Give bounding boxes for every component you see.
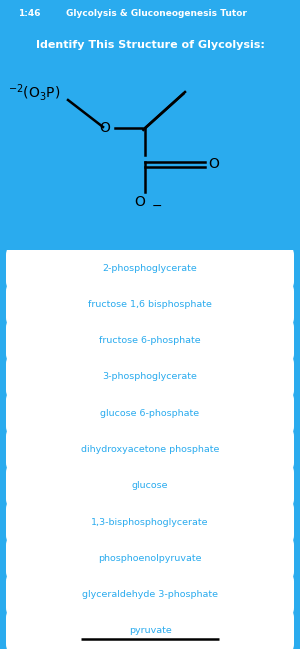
Text: O: O <box>100 121 110 135</box>
Text: glucose: glucose <box>132 482 168 490</box>
Text: fructose 6-phosphate: fructose 6-phosphate <box>99 336 201 345</box>
FancyBboxPatch shape <box>6 428 294 471</box>
Text: 1,3-bisphosphoglycerate: 1,3-bisphosphoglycerate <box>91 517 209 526</box>
Text: glucose 6-phosphate: glucose 6-phosphate <box>100 409 200 418</box>
FancyBboxPatch shape <box>6 283 294 326</box>
FancyBboxPatch shape <box>6 356 294 398</box>
FancyBboxPatch shape <box>6 465 294 507</box>
Text: 2-phosphoglycerate: 2-phosphoglycerate <box>103 263 197 273</box>
Text: 1:46: 1:46 <box>18 9 40 18</box>
FancyBboxPatch shape <box>6 573 294 616</box>
Text: pyruvate: pyruvate <box>129 626 171 635</box>
FancyBboxPatch shape <box>6 501 294 543</box>
Text: glyceraldehyde 3-phosphate: glyceraldehyde 3-phosphate <box>82 590 218 599</box>
Text: O: O <box>208 157 219 171</box>
Text: dihydroxyacetone phosphate: dihydroxyacetone phosphate <box>81 445 219 454</box>
Text: $^{-2}$(O$_3$P): $^{-2}$(O$_3$P) <box>8 82 61 103</box>
Text: Glycolysis & Gluconeogenesis Tutor: Glycolysis & Gluconeogenesis Tutor <box>66 9 246 18</box>
FancyBboxPatch shape <box>6 537 294 580</box>
Text: fructose 1,6 bisphosphate: fructose 1,6 bisphosphate <box>88 300 212 309</box>
FancyBboxPatch shape <box>6 247 294 289</box>
FancyBboxPatch shape <box>6 609 294 649</box>
Text: phosphoenolpyruvate: phosphoenolpyruvate <box>98 554 202 563</box>
Text: −: − <box>152 200 163 213</box>
FancyBboxPatch shape <box>6 319 294 362</box>
Text: Identify This Structure of Glycolysis:: Identify This Structure of Glycolysis: <box>36 40 264 50</box>
FancyBboxPatch shape <box>6 392 294 434</box>
Text: O: O <box>135 195 146 209</box>
Text: 3-phosphoglycerate: 3-phosphoglycerate <box>103 373 197 382</box>
